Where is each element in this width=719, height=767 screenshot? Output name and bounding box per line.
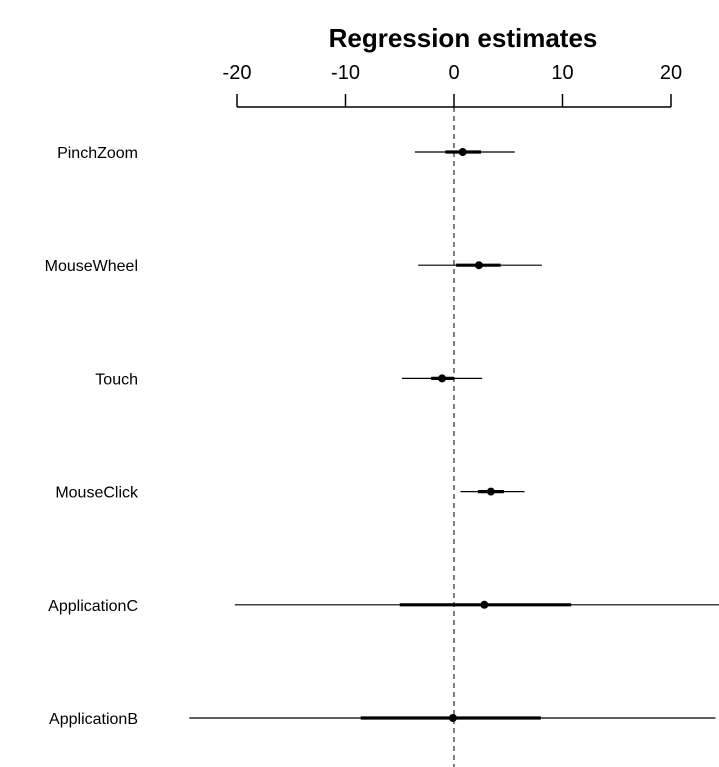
point-estimate — [474, 261, 483, 270]
estimate-rows: PinchZoom MouseWheel Touch MouseClick Applic… — [45, 145, 719, 728]
row-label: PinchZoom — [57, 145, 138, 162]
point-estimate — [438, 374, 447, 383]
axis-tick-label: 10 — [551, 62, 573, 84]
row-label: MouseWheel — [45, 258, 138, 275]
estimate-row: PinchZoom — [57, 145, 515, 162]
row-label: ApplicationB — [49, 711, 138, 728]
point-estimate — [448, 714, 457, 722]
estimate-row: ApplicationB — [49, 711, 716, 728]
axis-tick-label: 20 — [660, 62, 682, 84]
row-label: ApplicationC — [48, 598, 138, 615]
point-estimate — [486, 487, 495, 496]
estimate-row: MouseWheel — [45, 258, 542, 275]
axis-tick-label: -20 — [223, 62, 252, 84]
chart-title: Regression estimates — [329, 23, 598, 53]
row-label: MouseClick — [55, 485, 139, 502]
estimate-row: MouseClick — [55, 485, 525, 502]
axis-tick-label: 0 — [448, 62, 459, 84]
point-estimate — [458, 148, 467, 156]
x-axis: -20 -10 0 10 20 — [223, 62, 682, 108]
axis-tick-label: -10 — [331, 62, 360, 84]
point-estimate — [480, 600, 489, 609]
row-label: Touch — [95, 371, 138, 388]
estimate-row: Touch — [95, 371, 483, 388]
estimate-row: ApplicationC — [48, 598, 719, 615]
